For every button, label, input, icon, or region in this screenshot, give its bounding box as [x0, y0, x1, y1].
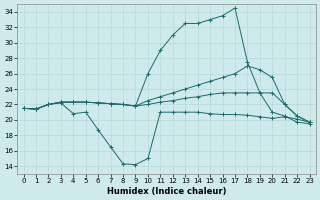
X-axis label: Humidex (Indice chaleur): Humidex (Indice chaleur) — [107, 187, 226, 196]
